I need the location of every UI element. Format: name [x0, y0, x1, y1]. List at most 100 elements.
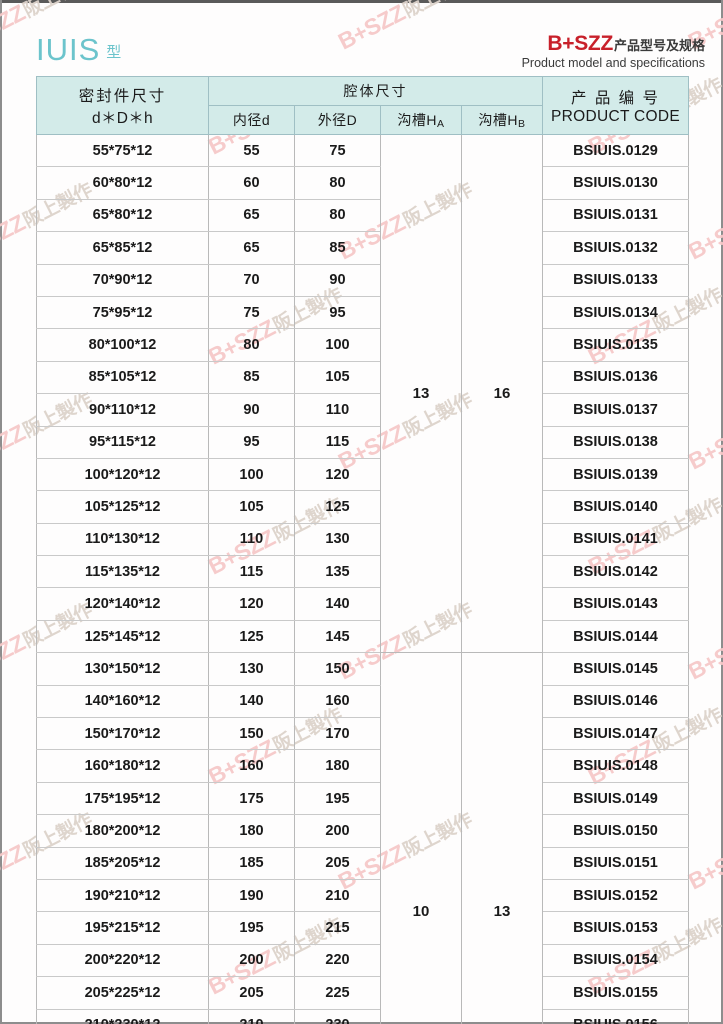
document-header: IUIS 型 B+SZZ产品型号及规格 Product model and spe… [0, 32, 723, 76]
cell-product-code: BSIUIS.0154 [542, 943, 689, 978]
cell-seal-size: 200*220*12 [36, 943, 209, 978]
model-title-text: IUIS [36, 32, 101, 67]
table-row: 210*230*12210230 BSIUIS.0156 [36, 1008, 689, 1024]
watermark: B+SZZ阪上製作 [683, 839, 723, 895]
cell-product-code: BSIUIS.0136 [542, 360, 689, 395]
cell-inner-diameter: 150 [208, 717, 295, 751]
table-header-row-1: 密封件尺寸 d＊D＊h 腔体尺寸 产 品 编 号 PRODUCT CODE [36, 76, 689, 135]
cell-outer-diameter: 100 [294, 328, 381, 362]
model-title-suffix: 型 [106, 44, 123, 61]
cell-outer-diameter: 105 [294, 360, 381, 395]
table-row: 160*180*12 160 180 BSIUIS.0148 [36, 749, 689, 783]
brand-subtitle-cn: 产品型号及规格 [613, 38, 705, 53]
header-inner-diameter: 内径d [208, 105, 295, 135]
cell-product-code: BSIUIS.0150 [542, 814, 689, 848]
cell-product-code: BSIUIS.0152 [542, 878, 689, 913]
cell-product-code: BSIUIS.0132 [542, 231, 689, 265]
cell-outer-diameter: 210 [294, 878, 381, 913]
page-edge-right [721, 0, 723, 1024]
cell-inner-diameter: 60 [208, 166, 295, 200]
cell-outer-diameter: 180 [294, 749, 381, 783]
cell-inner-diameter: 185 [208, 846, 295, 880]
cell-seal-size: 205*225*12 [36, 976, 209, 1010]
cell-inner-diameter: 160 [208, 749, 295, 783]
cell-inner-diameter: 195 [208, 911, 295, 945]
cell-outer-diameter: 215 [294, 911, 381, 945]
cell-outer-diameter: 195 [294, 781, 381, 816]
cell-outer-diameter: 110 [294, 393, 381, 427]
header-cavity-size: 腔体尺寸 [208, 76, 543, 106]
cell-product-code: BSIUIS.0131 [542, 198, 689, 233]
header-product-code-en: PRODUCT CODE [550, 107, 681, 125]
cell-outer-diameter: 160 [294, 684, 381, 719]
cell-inner-diameter: 140 [208, 684, 295, 719]
cell-outer-diameter: 230 [294, 1008, 381, 1024]
header-groove-ha-sub: A [437, 118, 445, 130]
cell-seal-size: 85*105*12 [36, 360, 209, 395]
cell-product-code: BSIUIS.0139 [542, 457, 689, 492]
cell-seal-size: 125*145*12 [36, 619, 209, 654]
brand-subtitle-en: Product model and specifications [521, 55, 705, 70]
cell-outer-diameter: 150 [294, 652, 381, 686]
cell-outer-diameter: 170 [294, 717, 381, 751]
watermark: B+SZZ阪上製作 [683, 629, 723, 685]
cell-product-code: BSIUIS.0129 [542, 133, 689, 168]
table-row: 185*205*12 185 205 BSIUIS.0151 [36, 846, 689, 880]
table-row: 85*105*12 85 105 BSIUIS.0136 [36, 360, 689, 395]
cell-groove-hb: 13 [461, 652, 543, 1024]
table-row: 180*200*12 180 200 BSIUIS.0150 [36, 814, 689, 848]
cell-inner-diameter: 130 [208, 652, 295, 686]
cell-outer-diameter: 115 [294, 425, 381, 459]
cell-groove-ha: 13 [380, 133, 462, 654]
cell-outer-diameter: 135 [294, 555, 381, 589]
cell-outer-diameter: 200 [294, 814, 381, 848]
cell-inner-diameter: 210 [208, 1008, 295, 1024]
model-title: IUIS 型 [36, 32, 122, 68]
cell-product-code: BSIUIS.0156 [542, 1008, 689, 1024]
cell-seal-size: 115*135*12 [36, 555, 209, 589]
cell-product-code: BSIUIS.0142 [542, 555, 689, 589]
brand-line-primary: B+SZZ产品型号及规格 [522, 32, 705, 56]
header-seal-size: 密封件尺寸 d＊D＊h [36, 76, 209, 135]
cell-inner-diameter: 125 [208, 619, 295, 654]
header-seal-size-cn: 密封件尺寸 [78, 87, 167, 105]
table-row: 90*110*12 90 110 BSIUIS.0137 [36, 393, 689, 427]
cell-outer-diameter: 120 [294, 457, 381, 492]
table-row: 200*220*12 200 220 BSIUIS.0154 [36, 943, 689, 978]
page-edge-top [0, 0, 723, 3]
cell-seal-size: 70*90*12 [36, 263, 209, 297]
table-row: 60*80*12 60 80 BSIUIS.0130 [36, 166, 689, 200]
cell-outer-diameter: 205 [294, 846, 381, 880]
cell-inner-diameter: 120 [208, 587, 295, 621]
cell-outer-diameter: 80 [294, 198, 381, 233]
cell-groove-hb: 16 [461, 133, 543, 654]
table-row: 115*135*12 115 135 BSIUIS.0142 [36, 555, 689, 589]
header-groove-hb-sub: B [518, 118, 526, 130]
table-row: 75*95*12 75 95 BSIUIS.0134 [36, 295, 689, 330]
cell-inner-diameter: 190 [208, 878, 295, 913]
table-body: 55*75*12 55 75 13 16 BSIUIS.0129 60*80*12 60 80 B… [36, 133, 689, 1024]
header-groove-ha: 沟槽HA [380, 105, 462, 135]
table-row: 105*125*12 105 125 BSIUIS.0140 [36, 490, 689, 524]
cell-outer-diameter: 145 [294, 619, 381, 654]
cell-product-code: BSIUIS.0147 [542, 717, 689, 751]
cell-product-code: BSIUIS.0144 [542, 619, 689, 654]
table-row: 125*145*12 125 145 BSIUIS.0144 [36, 619, 689, 654]
cell-product-code: BSIUIS.0134 [542, 295, 689, 330]
cell-seal-size: 90*110*12 [36, 393, 209, 427]
table-row: 110*130*12 110 130 BSIUIS.0141 [36, 522, 689, 557]
cell-seal-size: 185*205*12 [36, 846, 209, 880]
cell-outer-diameter: 125 [294, 490, 381, 524]
cell-seal-size: 210*230*12 [36, 1008, 209, 1024]
cell-seal-size: 80*100*12 [36, 328, 209, 362]
header-groove-ha-label: 沟槽H [397, 112, 438, 128]
cell-inner-diameter: 90 [208, 393, 295, 427]
cell-seal-size: 150*170*12 [36, 717, 209, 751]
cell-seal-size: 75*95*12 [36, 295, 209, 330]
cell-inner-diameter: 65 [208, 198, 295, 233]
header-product-code-cn: 产 品 编 号 [571, 89, 660, 107]
cell-outer-diameter: 220 [294, 943, 381, 978]
table-row: 130*150*12 130 150 10 13 BSIUIS.0145 [36, 652, 689, 1024]
cell-product-code: BSIUIS.0140 [542, 490, 689, 524]
cell-product-code: BSIUIS.0149 [542, 781, 689, 816]
